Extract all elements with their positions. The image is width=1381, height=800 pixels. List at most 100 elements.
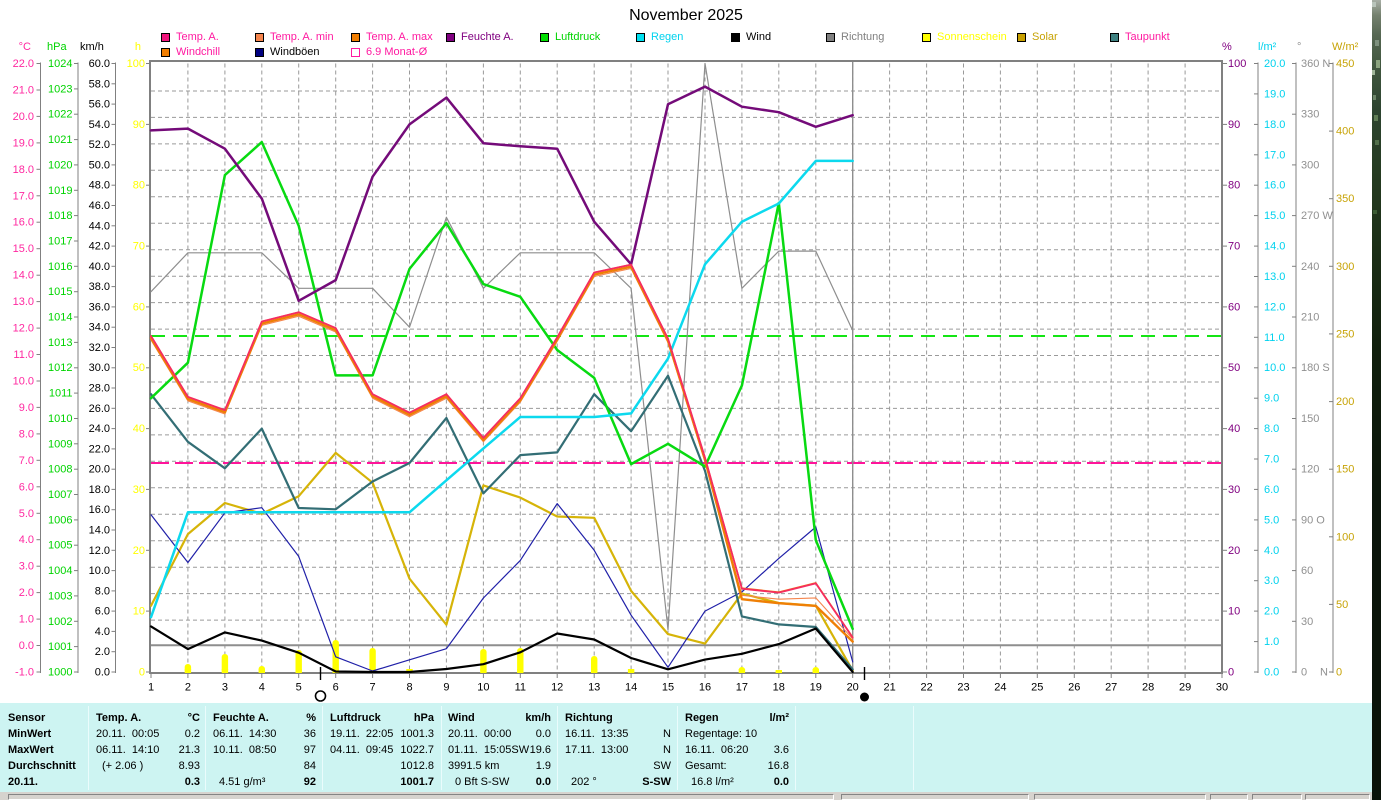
svg-text:9: 9 xyxy=(443,682,449,694)
svg-text:60: 60 xyxy=(1301,565,1313,577)
svg-text:2.0: 2.0 xyxy=(19,587,34,599)
svg-text:0.0: 0.0 xyxy=(95,667,110,679)
svg-text:3.0: 3.0 xyxy=(1264,575,1279,587)
svg-text:240: 240 xyxy=(1301,261,1319,273)
svg-text:1011: 1011 xyxy=(49,388,73,400)
svg-text:12.0: 12.0 xyxy=(13,323,34,335)
svg-text:km/h: km/h xyxy=(80,41,104,53)
svg-text:N: N xyxy=(1320,667,1328,679)
svg-text:44.0: 44.0 xyxy=(89,220,110,232)
svg-text:1017: 1017 xyxy=(48,236,72,248)
svg-text:W/m²: W/m² xyxy=(1332,41,1359,53)
svg-text:1003: 1003 xyxy=(48,590,72,602)
svg-text:26: 26 xyxy=(1068,682,1080,694)
svg-text:14: 14 xyxy=(625,682,637,694)
svg-text:14.0: 14.0 xyxy=(89,525,110,537)
svg-text:150: 150 xyxy=(1336,464,1354,476)
svg-text:1005: 1005 xyxy=(48,540,72,552)
svg-text:70: 70 xyxy=(1228,241,1240,253)
svg-text:18.0: 18.0 xyxy=(89,484,110,496)
svg-text:l/m²: l/m² xyxy=(1258,41,1277,53)
svg-text:22.0: 22.0 xyxy=(89,443,110,455)
svg-text:13.0: 13.0 xyxy=(13,296,34,308)
svg-text:15: 15 xyxy=(662,682,674,694)
svg-text:16: 16 xyxy=(699,682,711,694)
svg-text:h: h xyxy=(135,41,141,53)
svg-text:1022: 1022 xyxy=(48,109,72,121)
svg-text:6.0: 6.0 xyxy=(95,606,110,618)
svg-text:10.0: 10.0 xyxy=(13,376,34,388)
svg-text:7.0: 7.0 xyxy=(19,455,34,467)
svg-text:30.0: 30.0 xyxy=(89,362,110,374)
svg-text:3.0: 3.0 xyxy=(19,561,34,573)
svg-text:350: 350 xyxy=(1336,193,1354,205)
svg-text:36.0: 36.0 xyxy=(89,301,110,313)
svg-text:28: 28 xyxy=(1142,682,1154,694)
svg-text:40.0: 40.0 xyxy=(89,261,110,273)
svg-text:48.0: 48.0 xyxy=(89,180,110,192)
svg-text:0.0: 0.0 xyxy=(1264,667,1279,679)
svg-text:4.0: 4.0 xyxy=(19,534,34,546)
svg-text:360 N: 360 N xyxy=(1301,58,1330,70)
svg-text:14.0: 14.0 xyxy=(1264,241,1285,253)
svg-text:5: 5 xyxy=(296,682,302,694)
svg-text:90: 90 xyxy=(133,119,145,131)
svg-text:100: 100 xyxy=(1336,531,1354,543)
svg-text:270 W: 270 W xyxy=(1301,210,1333,222)
svg-text:20: 20 xyxy=(1228,545,1240,557)
svg-text:2.0: 2.0 xyxy=(1264,606,1279,618)
svg-text:1.0: 1.0 xyxy=(1264,636,1279,648)
svg-text:%: % xyxy=(1222,41,1232,53)
svg-text:18: 18 xyxy=(773,682,785,694)
svg-text:26.0: 26.0 xyxy=(89,403,110,415)
svg-text:13.0: 13.0 xyxy=(1264,271,1285,283)
svg-text:450: 450 xyxy=(1336,58,1354,70)
svg-text:0: 0 xyxy=(139,667,145,679)
svg-text:70: 70 xyxy=(133,241,145,253)
svg-text:hPa: hPa xyxy=(47,41,67,53)
svg-text:11: 11 xyxy=(515,682,526,694)
svg-text:180 S: 180 S xyxy=(1301,362,1330,374)
svg-text:12.0: 12.0 xyxy=(1264,301,1285,313)
svg-text:0: 0 xyxy=(1228,667,1234,679)
svg-text:200: 200 xyxy=(1336,396,1354,408)
svg-text:8.0: 8.0 xyxy=(95,585,110,597)
svg-text:12.0: 12.0 xyxy=(89,545,110,557)
svg-text:14.0: 14.0 xyxy=(13,270,34,282)
svg-text:6.0: 6.0 xyxy=(1264,484,1279,496)
svg-text:1: 1 xyxy=(148,682,154,694)
svg-text:15.0: 15.0 xyxy=(13,243,34,255)
svg-text:6: 6 xyxy=(333,682,339,694)
svg-text:52.0: 52.0 xyxy=(89,139,110,151)
svg-text:21: 21 xyxy=(883,682,895,694)
svg-text:12: 12 xyxy=(551,682,563,694)
svg-text:29: 29 xyxy=(1179,682,1191,694)
svg-text:1001: 1001 xyxy=(48,641,72,653)
svg-text:20.0: 20.0 xyxy=(1264,58,1285,70)
svg-text:100: 100 xyxy=(127,58,145,70)
svg-text:80: 80 xyxy=(1228,180,1240,192)
svg-text:30: 30 xyxy=(133,484,145,496)
svg-text:3: 3 xyxy=(222,682,228,694)
svg-text:60: 60 xyxy=(133,301,145,313)
svg-text:4: 4 xyxy=(259,682,265,694)
svg-text:56.0: 56.0 xyxy=(89,99,110,111)
svg-text:10.0: 10.0 xyxy=(89,565,110,577)
svg-text:1019: 1019 xyxy=(48,185,72,197)
svg-text:10.0: 10.0 xyxy=(1264,362,1285,374)
svg-text:19.0: 19.0 xyxy=(1264,88,1285,100)
svg-text:1010: 1010 xyxy=(48,413,72,425)
svg-text:18.0: 18.0 xyxy=(1264,119,1285,131)
svg-text:20.0: 20.0 xyxy=(89,464,110,476)
svg-text:1013: 1013 xyxy=(48,337,72,349)
svg-text:21.0: 21.0 xyxy=(13,85,34,97)
svg-text:58.0: 58.0 xyxy=(89,78,110,90)
svg-text:28.0: 28.0 xyxy=(89,383,110,395)
svg-text:20.0: 20.0 xyxy=(13,111,34,123)
svg-text:300: 300 xyxy=(1301,159,1319,171)
svg-text:18.0: 18.0 xyxy=(13,164,34,176)
svg-text:9.0: 9.0 xyxy=(19,402,34,414)
svg-text:60.0: 60.0 xyxy=(89,58,110,70)
svg-text:10: 10 xyxy=(133,606,145,618)
svg-text:38.0: 38.0 xyxy=(89,281,110,293)
